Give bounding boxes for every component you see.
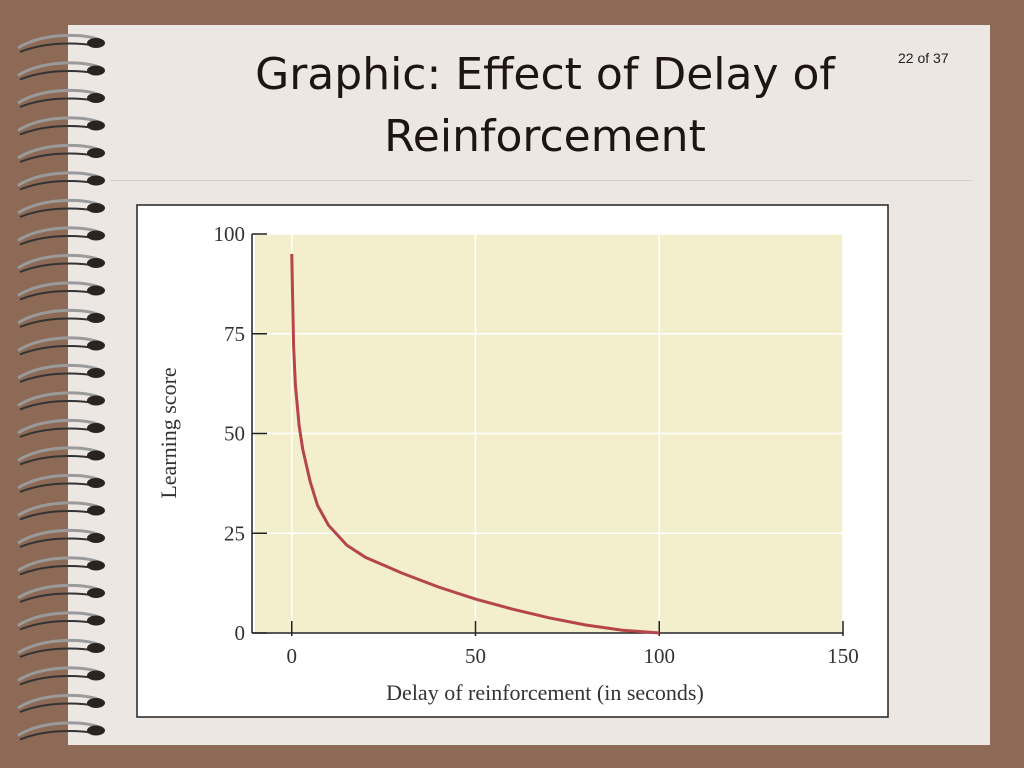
spiral-hole — [87, 615, 105, 626]
spiral-ring — [17, 226, 101, 242]
spiral-ring — [17, 556, 101, 572]
spiral-ring — [17, 253, 101, 270]
spiral-hole — [87, 505, 105, 516]
spiral-ring — [17, 446, 101, 462]
spiral-hole — [87, 368, 105, 378]
spiral-hole — [87, 395, 105, 406]
x-axis-label: Delay of reinforcement (in seconds) — [386, 680, 704, 705]
spiral-ring — [17, 88, 101, 105]
spiral-hole — [87, 533, 105, 543]
spiral-ring — [17, 363, 101, 380]
spiral-ring — [17, 33, 101, 50]
y-tick-label: 100 — [214, 222, 246, 246]
spiral-ring — [17, 61, 101, 77]
spiral-hole — [87, 175, 105, 186]
y-tick-label: 50 — [224, 422, 245, 446]
y-tick-label: 25 — [224, 521, 245, 545]
spiral-ring — [17, 473, 101, 490]
spiral-hole — [87, 203, 105, 213]
spiral-ring — [17, 501, 101, 517]
spiral-ring — [17, 666, 101, 682]
x-tick-label: 150 — [827, 644, 859, 668]
divider — [110, 180, 972, 181]
spiral-ring — [17, 143, 101, 160]
spiral-ring — [17, 116, 101, 132]
spiral-hole — [87, 230, 105, 241]
spiral-hole — [87, 313, 105, 323]
spiral-ring — [17, 391, 101, 407]
spiral-hole — [87, 258, 105, 268]
spiral-ring — [17, 611, 101, 627]
spiral-hole — [87, 588, 105, 598]
y-axis-label: Learning score — [156, 367, 181, 498]
spiral-ring — [17, 638, 101, 655]
page-number: 22 of 37 — [898, 50, 949, 66]
spiral-hole — [87, 643, 105, 653]
spiral-ring — [17, 336, 101, 352]
spiral-ring — [17, 418, 101, 435]
x-tick-label: 100 — [644, 644, 676, 668]
spiral-ring — [17, 308, 101, 325]
spiral-ring — [17, 528, 101, 545]
spiral-hole — [87, 560, 105, 571]
x-tick-label: 50 — [465, 644, 486, 668]
spiral-ring — [17, 171, 101, 187]
spiral-hole — [87, 120, 105, 131]
spiral-hole — [87, 423, 105, 433]
spiral-hole — [87, 285, 105, 296]
slide-title: Graphic: Effect of Delay of Reinforcemen… — [255, 49, 835, 162]
spiral-hole — [87, 450, 105, 461]
spiral-hole — [87, 93, 105, 103]
spiral-hole — [87, 698, 105, 708]
spiral-ring — [17, 583, 101, 600]
spiral-hole — [87, 340, 105, 351]
spiral-ring — [17, 198, 101, 215]
spiral-hole — [87, 38, 105, 48]
spiral-ring — [17, 693, 101, 710]
spiral-hole — [87, 670, 105, 681]
spiral-hole — [87, 725, 105, 736]
data-line — [290, 253, 660, 635]
spiral-binding — [17, 33, 105, 741]
y-tick-label: 0 — [235, 621, 246, 645]
x-tick-label: 0 — [287, 644, 298, 668]
spiral-ring — [17, 721, 101, 737]
spiral-ring — [17, 281, 101, 297]
spiral-hole — [87, 148, 105, 158]
spiral-hole — [87, 65, 105, 76]
y-tick-label: 75 — [224, 322, 245, 346]
spiral-hole — [87, 478, 105, 488]
